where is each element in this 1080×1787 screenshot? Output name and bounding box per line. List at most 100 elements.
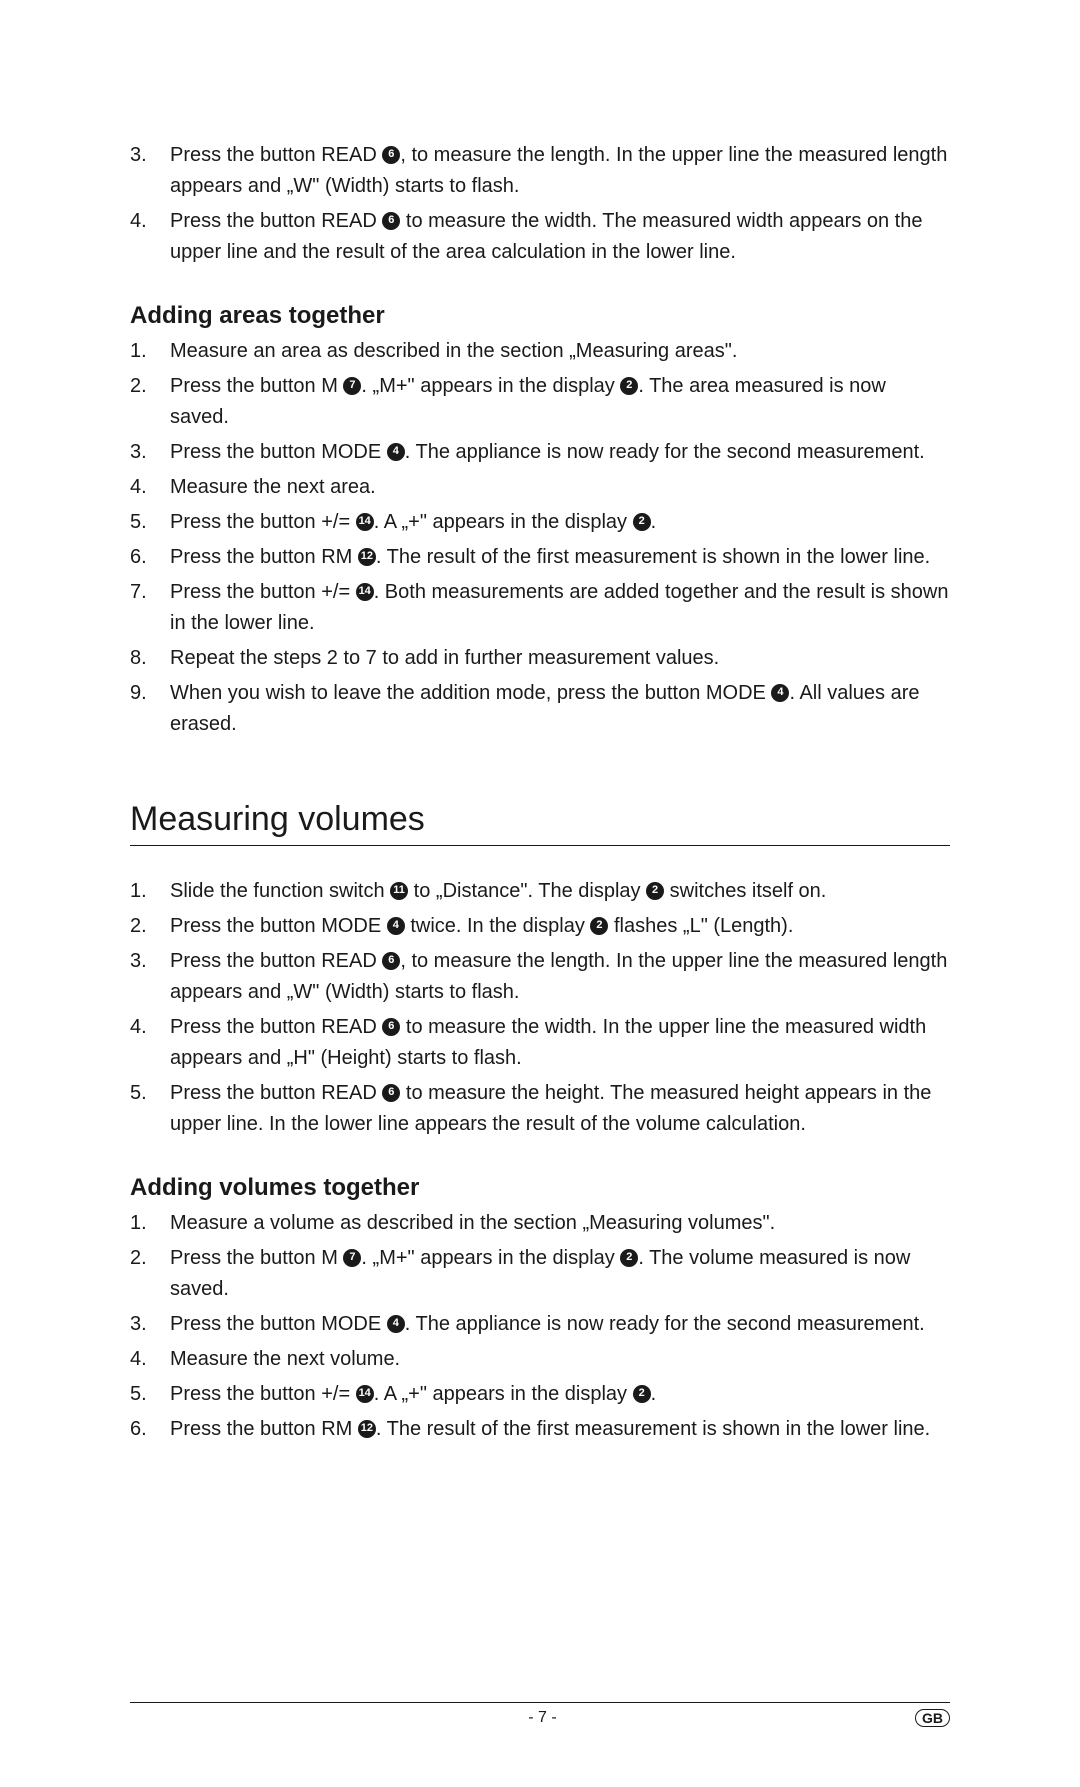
list-item: 3.Press the button READ 6, to measure th…: [130, 946, 950, 1008]
region-badge: GB: [915, 1709, 950, 1727]
list-item: 8.Repeat the steps 2 to 7 to add in furt…: [130, 643, 950, 674]
list-item-text: When you wish to leave the addition mode…: [170, 678, 950, 740]
list-item: 2.Press the button M 7. „M+" appears in …: [130, 1243, 950, 1305]
list-item: 1.Measure an area as described in the se…: [130, 336, 950, 367]
list-item-text: Measure the next volume.: [170, 1344, 950, 1375]
reference-circle-icon: 6: [382, 1018, 400, 1036]
list-item: 1.Slide the function switch 11 to „Dista…: [130, 876, 950, 907]
reference-circle-icon: 14: [356, 1385, 374, 1403]
reference-circle-icon: 2: [620, 377, 638, 395]
list-item-text: Press the button +/= 14. A „+" appears i…: [170, 507, 950, 538]
reference-circle-icon: 6: [382, 146, 400, 164]
list-item-text: Press the button READ 6, to measure the …: [170, 946, 950, 1008]
list-item-number: 3.: [130, 946, 170, 977]
list-item-number: 5.: [130, 1379, 170, 1410]
list-item: 3.Press the button READ 6, to measure th…: [130, 140, 950, 202]
top-continuation-list: 3.Press the button READ 6, to measure th…: [130, 140, 950, 268]
reference-circle-icon: 12: [358, 1420, 376, 1438]
list-item-text: Measure the next area.: [170, 472, 950, 503]
list-item-number: 6.: [130, 542, 170, 573]
list-item-number: 2.: [130, 1243, 170, 1274]
list-item: 3.Press the button MODE 4. The appliance…: [130, 437, 950, 468]
list-item: 9.When you wish to leave the addition mo…: [130, 678, 950, 740]
reference-circle-icon: 2: [633, 1385, 651, 1403]
reference-circle-icon: 6: [382, 1084, 400, 1102]
list-item-number: 2.: [130, 371, 170, 402]
list-item-text: Measure a volume as described in the sec…: [170, 1208, 950, 1239]
reference-circle-icon: 6: [382, 952, 400, 970]
page-footer: - 7 - GB: [130, 1702, 950, 1727]
list-item-number: 3.: [130, 140, 170, 171]
list-item-text: Press the button MODE 4. The appliance i…: [170, 1309, 950, 1340]
reference-circle-icon: 11: [390, 882, 408, 900]
list-item: 1.Measure a volume as described in the s…: [130, 1208, 950, 1239]
list-item-number: 1.: [130, 1208, 170, 1239]
list-item-number: 5.: [130, 1078, 170, 1109]
heading-measuring-volumes: Measuring volumes: [130, 800, 950, 846]
list-item-number: 1.: [130, 876, 170, 907]
list-item-text: Press the button READ 6 to measure the w…: [170, 206, 950, 268]
reference-circle-icon: 2: [633, 513, 651, 531]
reference-circle-icon: 7: [343, 1249, 361, 1267]
list-item: 2.Press the button M 7. „M+" appears in …: [130, 371, 950, 433]
list-item: 5.Press the button READ 6 to measure the…: [130, 1078, 950, 1140]
measuring-volumes-list: 1.Slide the function switch 11 to „Dista…: [130, 876, 950, 1140]
list-item-number: 6.: [130, 1414, 170, 1445]
list-item-text: Press the button M 7. „M+" appears in th…: [170, 1243, 950, 1305]
list-item-text: Repeat the steps 2 to 7 to add in furthe…: [170, 643, 950, 674]
list-item-text: Press the button RM 12. The result of th…: [170, 1414, 950, 1445]
list-item-text: Press the button M 7. „M+" appears in th…: [170, 371, 950, 433]
reference-circle-icon: 2: [590, 917, 608, 935]
list-item-number: 4.: [130, 1344, 170, 1375]
reference-circle-icon: 14: [356, 583, 374, 601]
list-item: 4.Press the button READ 6 to measure the…: [130, 206, 950, 268]
reference-circle-icon: 12: [358, 548, 376, 566]
list-item-text: Press the button MODE 4. The appliance i…: [170, 437, 950, 468]
list-item: 6.Press the button RM 12. The result of …: [130, 542, 950, 573]
reference-circle-icon: 7: [343, 377, 361, 395]
list-item-number: 4.: [130, 1012, 170, 1043]
list-item-text: Press the button +/= 14. A „+" appears i…: [170, 1379, 950, 1410]
list-item-number: 2.: [130, 911, 170, 942]
list-item: 6.Press the button RM 12. The result of …: [130, 1414, 950, 1445]
subheading-adding-areas: Adding areas together: [130, 302, 950, 330]
list-item-number: 3.: [130, 1309, 170, 1340]
reference-circle-icon: 6: [382, 212, 400, 230]
list-item-number: 4.: [130, 206, 170, 237]
list-item-number: 3.: [130, 437, 170, 468]
reference-circle-icon: 4: [387, 1315, 405, 1333]
list-item: 4.Measure the next area.: [130, 472, 950, 503]
list-item: 5.Press the button +/= 14. A „+" appears…: [130, 1379, 950, 1410]
list-item: 5.Press the button +/= 14. A „+" appears…: [130, 507, 950, 538]
reference-circle-icon: 2: [646, 882, 664, 900]
list-item: 4.Measure the next volume.: [130, 1344, 950, 1375]
list-item: 7.Press the button +/= 14. Both measurem…: [130, 577, 950, 639]
reference-circle-icon: 14: [356, 513, 374, 531]
list-item: 4.Press the button READ 6 to measure the…: [130, 1012, 950, 1074]
subheading-adding-volumes: Adding volumes together: [130, 1174, 950, 1202]
reference-circle-icon: 4: [387, 917, 405, 935]
list-item-number: 8.: [130, 643, 170, 674]
list-item-text: Press the button READ 6 to measure the w…: [170, 1012, 950, 1074]
page-number: - 7 -: [170, 1709, 915, 1727]
list-item-text: Press the button READ 6 to measure the h…: [170, 1078, 950, 1140]
list-item: 2.Press the button MODE 4 twice. In the …: [130, 911, 950, 942]
list-item-text: Press the button +/= 14. Both measuremen…: [170, 577, 950, 639]
list-item-number: 1.: [130, 336, 170, 367]
reference-circle-icon: 4: [771, 684, 789, 702]
list-item: 3.Press the button MODE 4. The appliance…: [130, 1309, 950, 1340]
reference-circle-icon: 4: [387, 443, 405, 461]
list-item-number: 5.: [130, 507, 170, 538]
list-item-text: Measure an area as described in the sect…: [170, 336, 950, 367]
list-item-number: 9.: [130, 678, 170, 709]
list-item-text: Slide the function switch 11 to „Distanc…: [170, 876, 950, 907]
list-item-number: 7.: [130, 577, 170, 608]
adding-volumes-list: 1.Measure a volume as described in the s…: [130, 1208, 950, 1445]
manual-page: 3.Press the button READ 6, to measure th…: [0, 0, 1080, 1787]
list-item-text: Press the button READ 6, to measure the …: [170, 140, 950, 202]
list-item-text: Press the button RM 12. The result of th…: [170, 542, 950, 573]
list-item-text: Press the button MODE 4 twice. In the di…: [170, 911, 950, 942]
adding-areas-list: 1.Measure an area as described in the se…: [130, 336, 950, 740]
reference-circle-icon: 2: [620, 1249, 638, 1267]
list-item-number: 4.: [130, 472, 170, 503]
